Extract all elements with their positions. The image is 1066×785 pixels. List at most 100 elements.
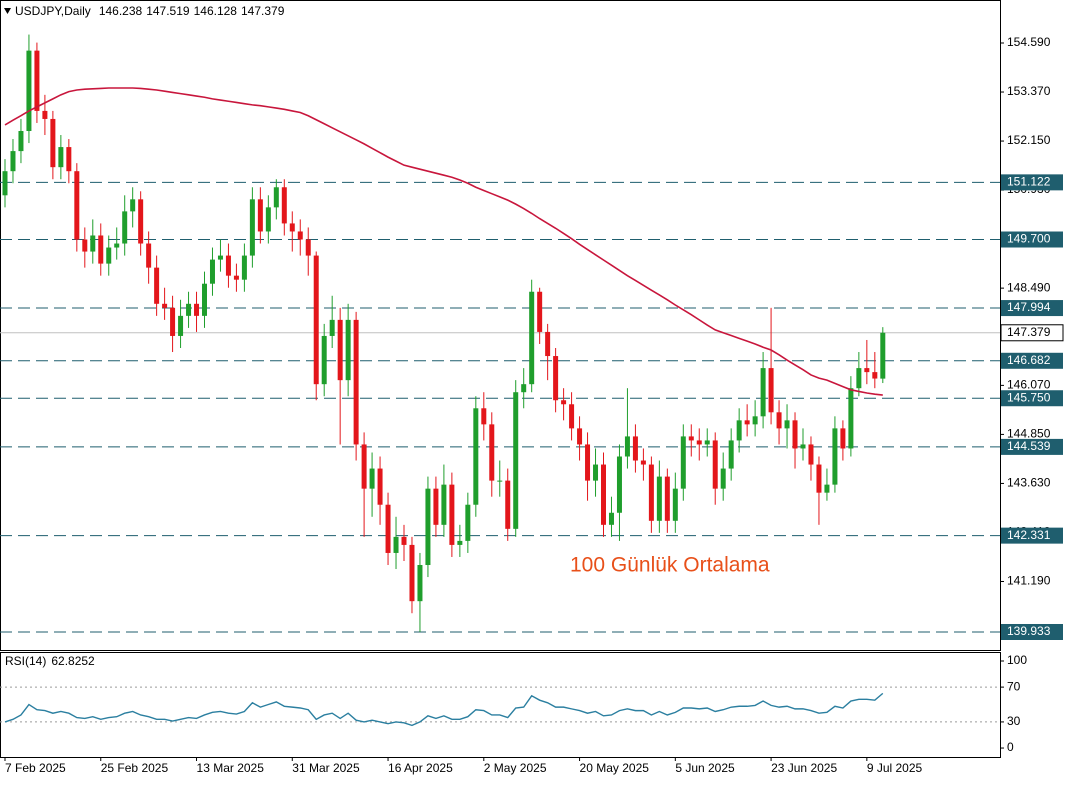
candle-body: [361, 444, 367, 489]
candle-body: [385, 504, 391, 553]
candle-body: [146, 243, 152, 268]
candle-body: [561, 400, 567, 405]
x-tick-label: 13 Mar 2025: [197, 761, 265, 775]
rsi-title: RSI(14): [5, 654, 46, 668]
y-tick-label: 141.190: [1007, 574, 1051, 588]
candle-body: [433, 488, 439, 525]
level-label: 144.539: [1007, 439, 1051, 453]
candle-body: [752, 416, 758, 425]
candle-body: [688, 436, 694, 441]
candle-body: [720, 468, 726, 489]
candle-body: [18, 131, 24, 152]
candle-body: [768, 368, 774, 413]
x-tick-label: 9 Jul 2025: [867, 761, 923, 775]
candle-body: [209, 259, 215, 284]
candle-body: [265, 207, 271, 232]
candle-body: [74, 171, 80, 240]
candle-body: [712, 440, 718, 489]
candle-body: [305, 239, 311, 256]
candle-body: [760, 368, 766, 417]
level-label-box: [1001, 300, 1063, 317]
level-label: 145.750: [1007, 390, 1051, 404]
level-label: 149.700: [1007, 232, 1051, 246]
candle-body: [154, 267, 160, 304]
candle-body: [98, 235, 104, 264]
candle-body: [425, 488, 431, 566]
candle-body: [672, 488, 678, 521]
candle-body: [26, 50, 32, 132]
candle-body: [377, 468, 383, 505]
moving-average-label: 100 Günlük Ortalama: [570, 554, 770, 577]
level-label-box: [1001, 527, 1063, 544]
price-panel: [0, 0, 1001, 651]
candle-body: [608, 512, 614, 525]
x-tick-label: 7 Feb 2025: [5, 761, 66, 775]
candle-body: [441, 484, 447, 525]
y-tick-label: 152.150: [1007, 133, 1051, 147]
candle-body: [281, 187, 287, 224]
candle-body: [537, 291, 543, 332]
candle-body: [162, 303, 168, 308]
candle-body: [465, 504, 471, 541]
moving-average-line: [4, 87, 883, 396]
chart-header: USDJPY,Daily 146.238 147.519 146.128 147.379: [15, 4, 285, 18]
y-tick-label: 144.850: [1007, 427, 1051, 441]
candle-body: [840, 428, 846, 449]
candle-body: [289, 223, 295, 232]
candle-body: [401, 536, 407, 545]
level-label-box: [1001, 623, 1063, 640]
candle-body: [90, 235, 96, 252]
candle-body: [680, 436, 686, 489]
candle-body: [170, 307, 176, 336]
level-label: 139.933: [1007, 624, 1051, 638]
rsi-y-tick-label: 0: [1007, 740, 1014, 754]
candle-body: [545, 331, 551, 357]
candle-body: [194, 303, 200, 316]
candle-body: [257, 199, 263, 232]
candle-body: [497, 480, 503, 482]
candle-body: [42, 110, 48, 119]
candle-body: [106, 247, 112, 264]
candle-body: [521, 384, 527, 393]
candle-body: [481, 408, 487, 425]
candle-body: [656, 476, 662, 521]
rsi-value: 62.8252: [51, 654, 95, 668]
candle-body: [784, 420, 790, 429]
level-label: 146.682: [1007, 353, 1051, 367]
ohlc-low: 146.128: [194, 4, 238, 18]
candle-body: [569, 404, 575, 429]
candle-body: [585, 444, 591, 481]
candle-body: [186, 303, 192, 316]
candle-body: [824, 484, 830, 493]
ohlc-open: 146.238: [99, 4, 143, 18]
candle-body: [58, 147, 64, 168]
candle-body: [34, 50, 40, 111]
rsi-panel: [0, 652, 1001, 758]
x-tick-label: 5 Jun 2025: [675, 761, 735, 775]
y-tick-label: 148.490: [1007, 280, 1051, 294]
candle-body: [417, 565, 423, 602]
current-price-box: [1000, 324, 1064, 342]
level-label-box: [1001, 390, 1063, 407]
level-label-box: [1001, 174, 1063, 191]
level-label-box: [1001, 231, 1063, 248]
candle-body: [808, 444, 814, 465]
level-label: 151.122: [1007, 175, 1051, 189]
y-tick-label: 154.590: [1007, 35, 1051, 49]
symbol: USDJPY,Daily: [15, 4, 91, 18]
candle-body: [624, 436, 630, 457]
candle-body: [2, 171, 8, 196]
ohlc-close: 147.379: [241, 4, 285, 18]
candle-body: [473, 408, 479, 505]
candle-body: [345, 319, 351, 381]
candle-body: [353, 319, 359, 445]
x-tick-label: 31 Mar 2025: [292, 761, 360, 775]
candle-body: [178, 315, 184, 336]
level-label-box: [1001, 438, 1063, 455]
candle-body: [393, 536, 399, 553]
candle-body: [744, 420, 750, 425]
candle-body: [449, 484, 455, 545]
candle-body: [553, 356, 559, 401]
x-tick-label: 2 May 2025: [484, 761, 547, 775]
